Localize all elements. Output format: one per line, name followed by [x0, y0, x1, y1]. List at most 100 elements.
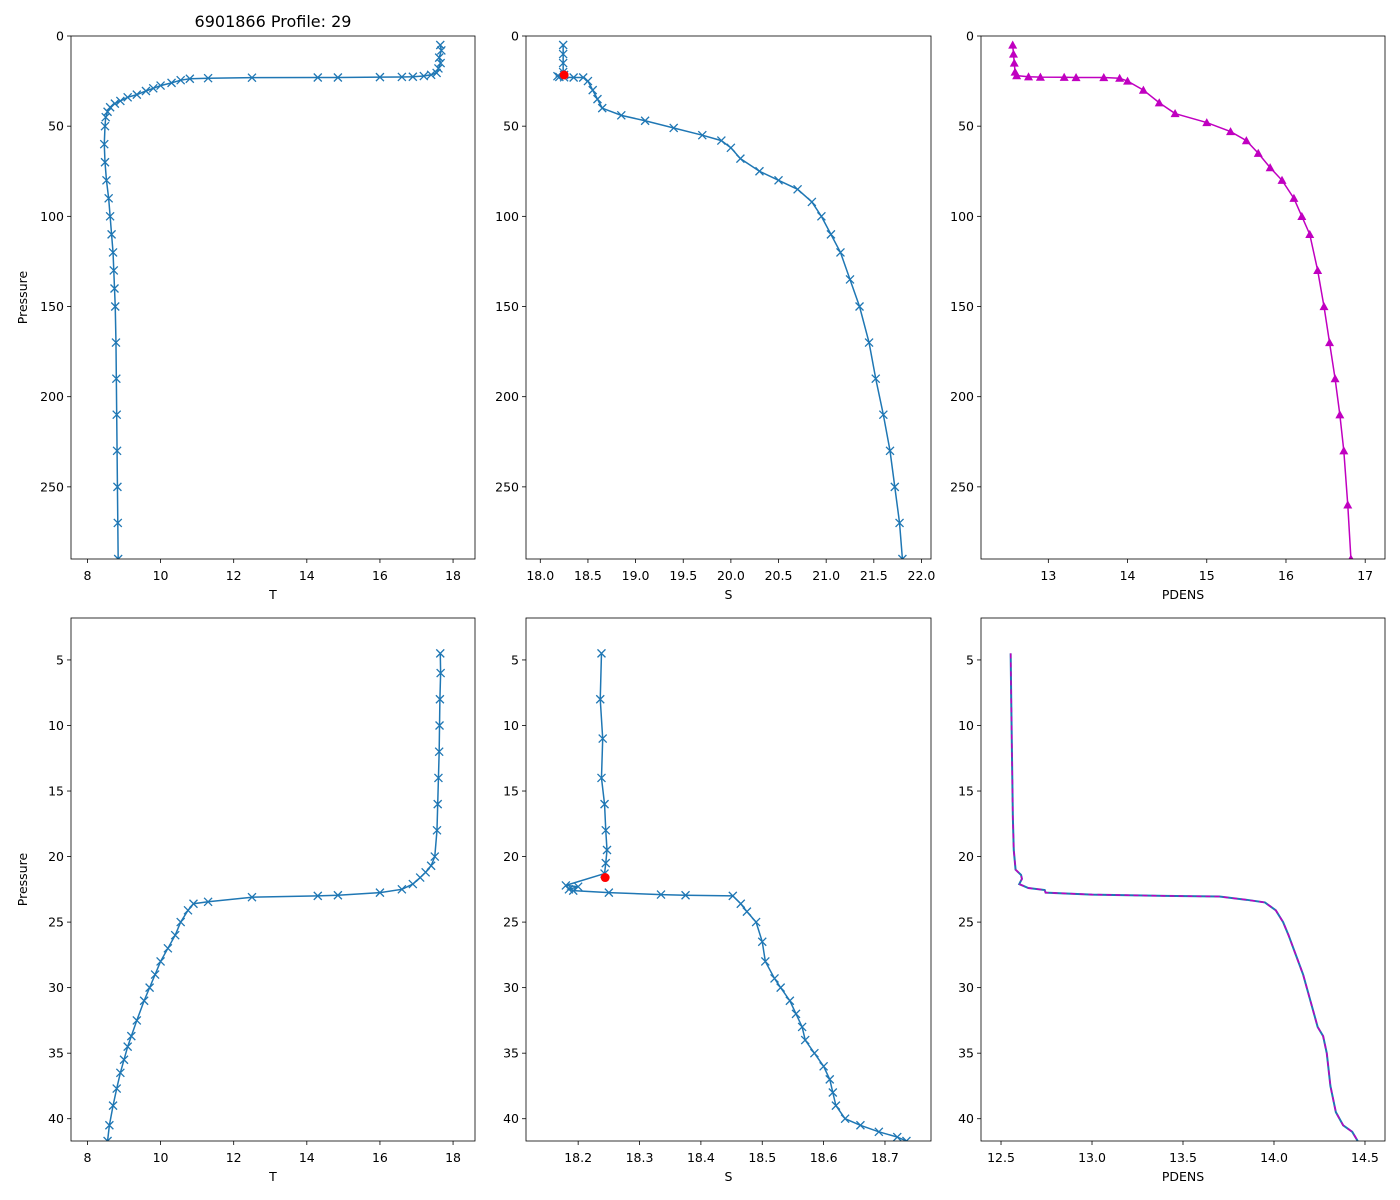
- data-point: [1339, 446, 1349, 455]
- y-tick-label: 30: [48, 980, 64, 995]
- data-point: [104, 1120, 114, 1130]
- data-point: [1202, 118, 1212, 127]
- y-tick-label: 5: [56, 652, 64, 667]
- data-point: [840, 1114, 850, 1124]
- series-group: [103, 648, 446, 1141]
- data-point: [568, 886, 578, 896]
- y-tick-label: 100: [950, 209, 974, 224]
- data-point: [1313, 265, 1323, 275]
- data-point: [415, 873, 425, 882]
- subplot-bottom-density: 12.5 13.0 13.5 14.0 14.5 5 10 15 20 25 30 35 40 PDENS: [958, 617, 1386, 1184]
- y-tick-label: 40: [503, 1111, 519, 1126]
- data-point: [433, 64, 443, 73]
- data-point: [123, 92, 133, 102]
- data-point: [697, 130, 707, 140]
- data-point: [826, 229, 836, 239]
- x-axis-label: T: [268, 587, 277, 602]
- data-point: [597, 773, 606, 783]
- figure-title: 6901866 Profile: 29: [195, 12, 352, 31]
- data-point: [597, 648, 606, 658]
- data-point: [1277, 175, 1287, 184]
- y-tick-label: 35: [958, 1046, 974, 1061]
- x-tick-label: 18: [445, 1150, 461, 1165]
- data-point: [170, 930, 180, 940]
- data-point: [640, 116, 650, 126]
- y-tick-label: 10: [503, 718, 519, 733]
- y-tick-label: 20: [958, 849, 974, 864]
- data-point: [855, 1120, 865, 1130]
- x-tick-label: 17: [1357, 568, 1373, 583]
- data-point: [1123, 76, 1133, 85]
- data-point: [578, 73, 588, 82]
- data-point: [1071, 72, 1081, 82]
- data-point: [107, 229, 117, 239]
- data-point: [435, 694, 445, 704]
- data-point: [1253, 148, 1263, 157]
- y-tick-label: 250: [950, 479, 974, 494]
- y-tick-label: 40: [48, 1111, 64, 1126]
- data-point: [800, 1035, 810, 1045]
- data-point: [203, 73, 213, 83]
- data-point: [185, 74, 195, 84]
- data-point: [123, 1042, 133, 1052]
- data-point: [132, 90, 142, 100]
- data-point: [569, 73, 579, 82]
- data-point: [595, 694, 605, 704]
- y-tick-label: 10: [958, 718, 974, 733]
- data-point: [1138, 85, 1148, 94]
- y-tick-label: 150: [495, 299, 519, 314]
- data-point: [333, 890, 343, 900]
- y-tick-label: 200: [495, 389, 519, 404]
- data-point: [110, 99, 120, 109]
- data-point: [397, 884, 407, 894]
- y-tick-label: 35: [503, 1046, 519, 1061]
- axes-frame: [525, 617, 932, 1142]
- plot-area: [526, 36, 931, 559]
- x-tick-label: 12: [226, 568, 242, 583]
- data-point: [1226, 127, 1236, 136]
- plot-area: [981, 618, 1385, 1141]
- mld-point: [559, 70, 569, 80]
- y-tick-label: 150: [950, 299, 974, 314]
- data-point: [101, 112, 111, 122]
- y-tick-label: 30: [503, 980, 519, 995]
- x-tick-label: 14: [299, 1150, 315, 1165]
- data-point: [112, 446, 122, 456]
- data-point: [141, 86, 151, 96]
- data-point: [139, 996, 149, 1006]
- x-tick-label: 18: [445, 568, 461, 583]
- data-point: [1012, 71, 1022, 80]
- data-point: [1335, 410, 1345, 419]
- x-tick-label: 12: [226, 1150, 242, 1165]
- data-point: [1348, 554, 1354, 559]
- data-point: [874, 1127, 884, 1137]
- data-point: [108, 1101, 118, 1111]
- data-point: [119, 1055, 129, 1065]
- data-point: [1289, 193, 1299, 202]
- x-tick-label: 13.0: [1078, 1150, 1106, 1165]
- x-tick-label: 14: [299, 568, 315, 583]
- data-point: [111, 374, 121, 384]
- data-point: [776, 983, 786, 993]
- plot-area: [71, 618, 475, 1141]
- x-tick-label: 14: [1120, 568, 1136, 583]
- subplot-bottom-temperature: 8 10 12 14 16 18 5 10 15 20 25 30 35 40 T Pressure: [15, 617, 476, 1184]
- data-point: [435, 40, 445, 50]
- data-point: [831, 1101, 841, 1111]
- mld-point: [600, 873, 610, 883]
- axes-frame: [525, 35, 932, 560]
- x-tick-label: 19.5: [669, 568, 697, 583]
- y-tick-label: 15: [958, 784, 974, 799]
- data-point: [419, 71, 429, 81]
- data-point: [99, 139, 109, 149]
- subplot-top-temperature: 8 10 12 14 16 18 0 50 100 150 200 250 T Pressure: [15, 29, 476, 602]
- data-point: [1330, 374, 1340, 383]
- data-point: [156, 956, 166, 966]
- data-point: [885, 446, 895, 456]
- data-point: [176, 917, 186, 927]
- data-point: [558, 40, 568, 50]
- data-point: [1325, 338, 1335, 347]
- plot-area: [981, 36, 1385, 559]
- data-point: [819, 1061, 829, 1071]
